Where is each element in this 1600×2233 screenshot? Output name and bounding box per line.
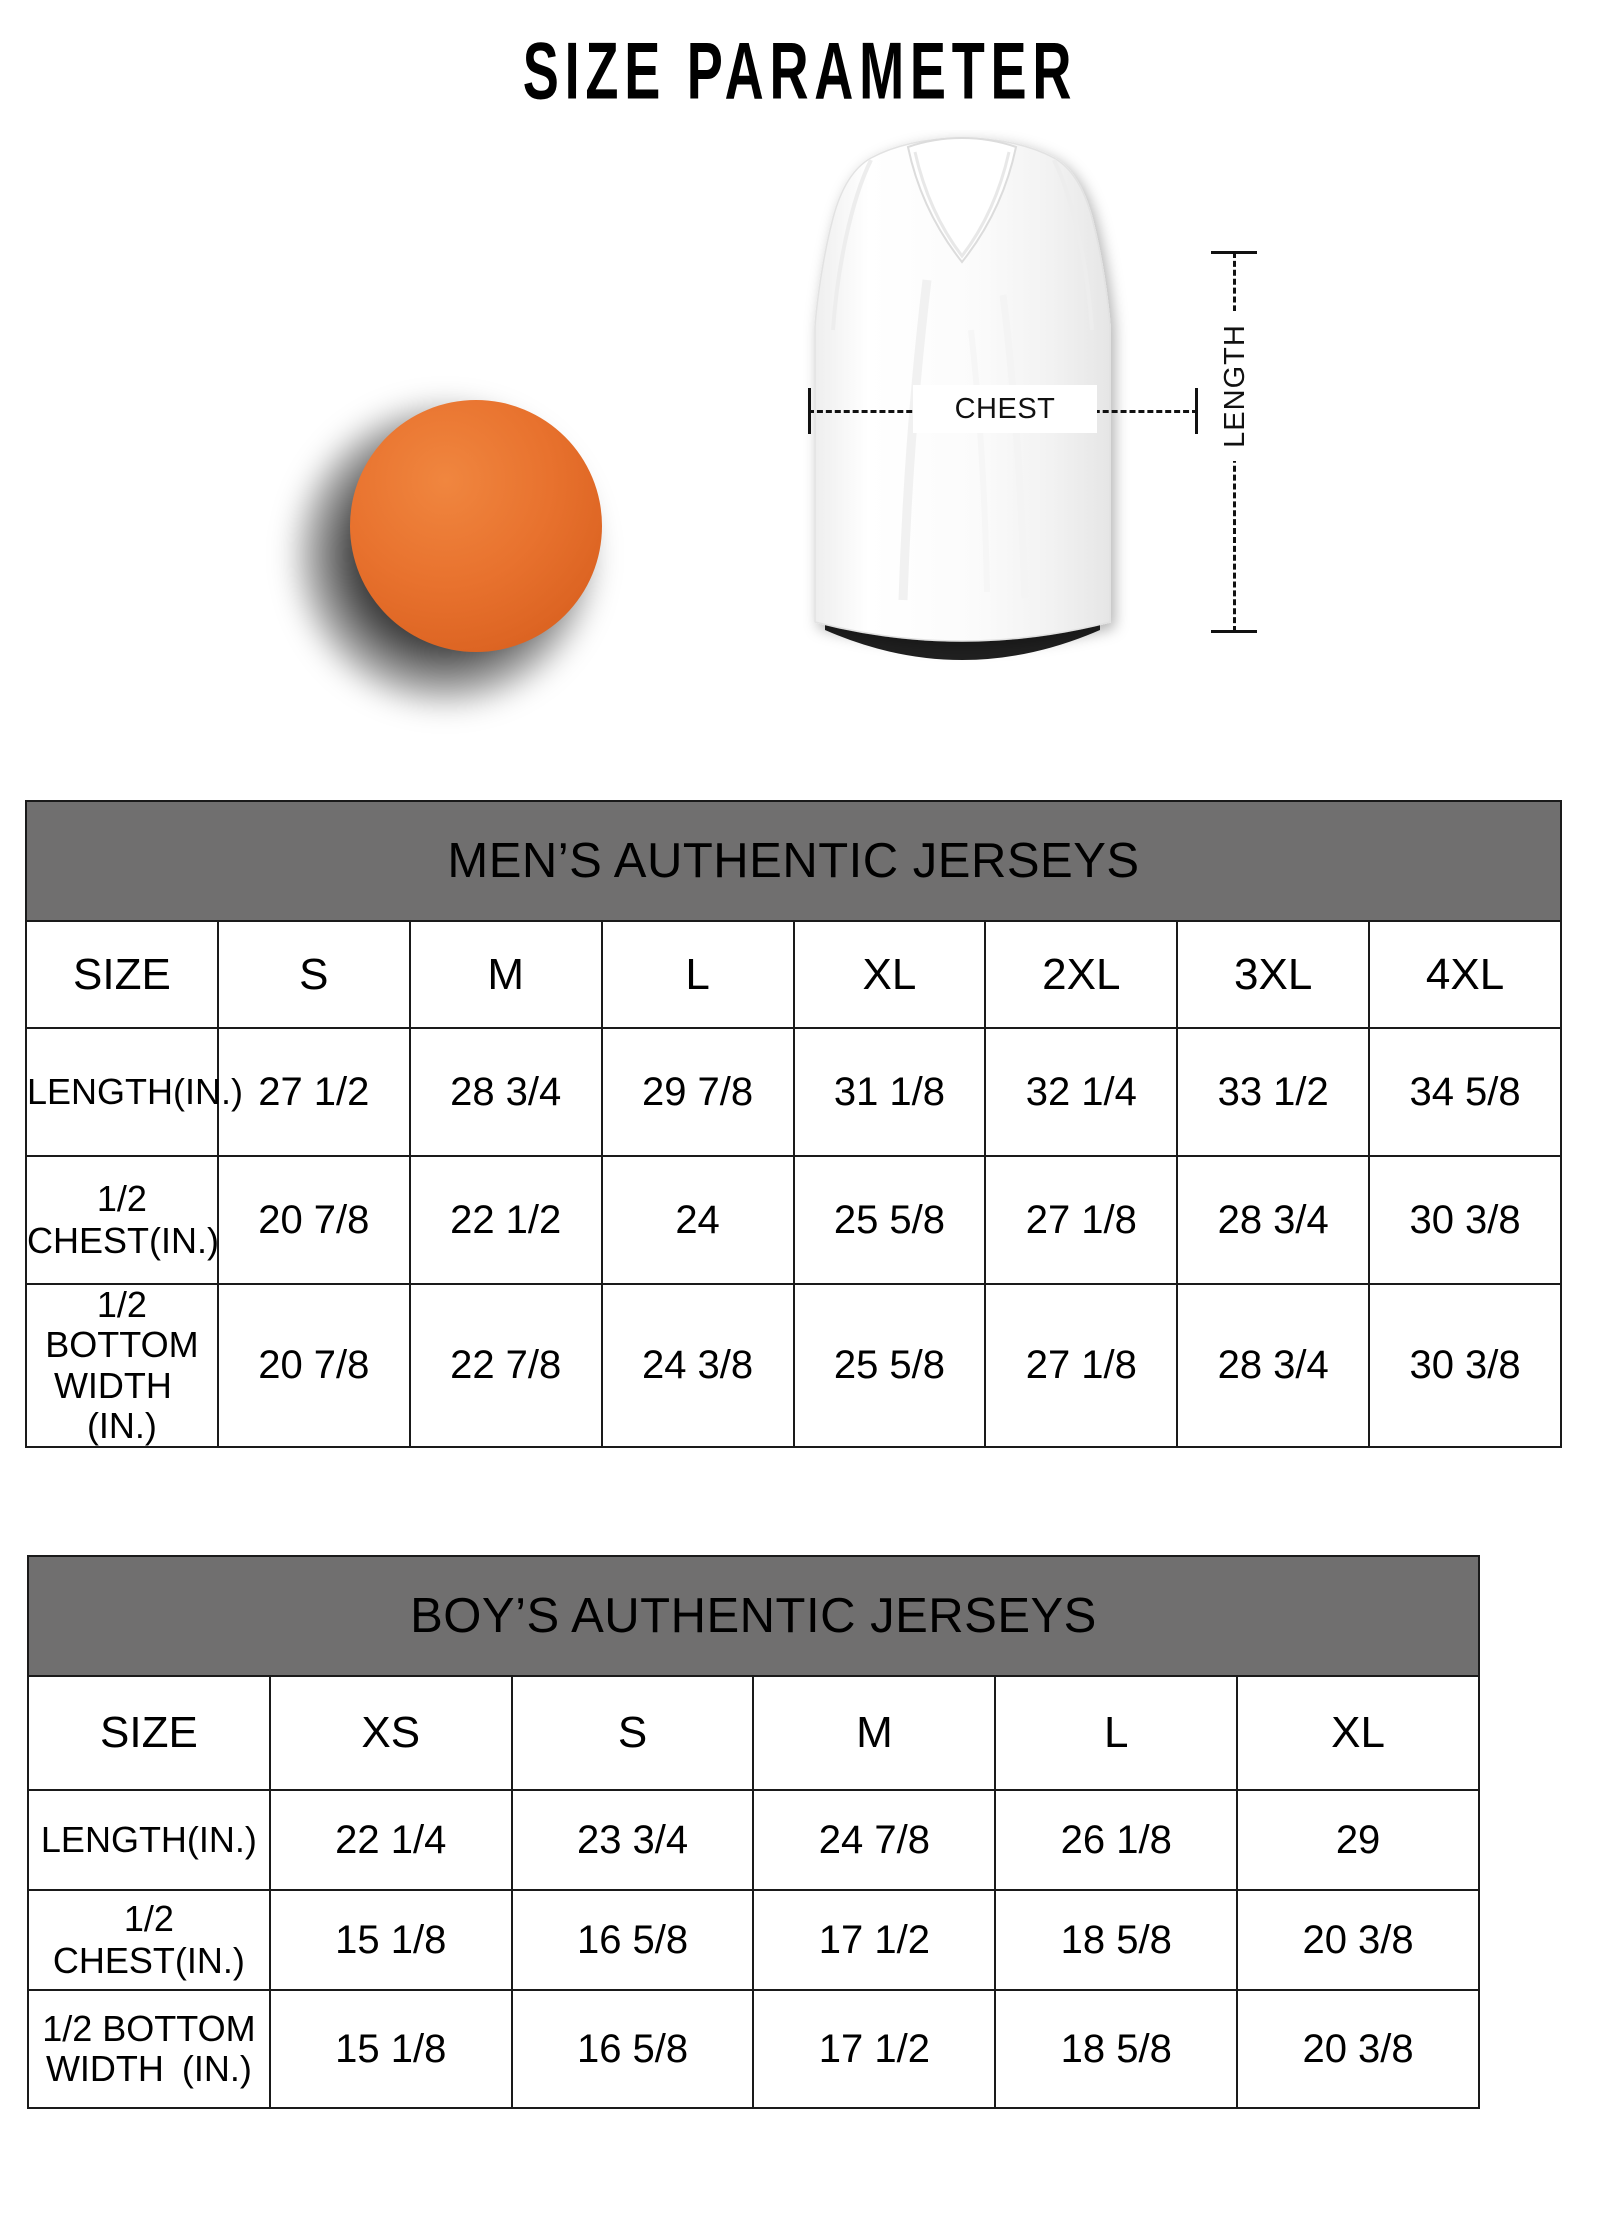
boys-header-m: M [752,1675,997,1791]
table-row: 1/2 CHEST(IN.) 20 7/8 22 1/2 24 25 5/8 2… [25,1155,1562,1285]
chest-label: CHEST [913,385,1097,433]
boys-header-xl: XL [1236,1675,1480,1791]
mens-length-4xl: 34 5/8 [1368,1027,1562,1157]
mens-bottom-4xl: 30 3/8 [1368,1282,1562,1449]
table-header-row: SIZE XS S M L XL [27,1675,1480,1791]
table-banner-row: MEN’S AUTHENTIC JERSEYS [25,800,1562,922]
mens-bottom-l: 24 3/8 [600,1282,795,1449]
mens-chest-3xl: 28 3/4 [1176,1155,1371,1285]
mens-header-xl: XL [792,920,987,1029]
basketball-ball [350,400,602,652]
boys-length-l: 26 1/8 [994,1789,1239,1891]
basketball-icon [295,395,650,715]
boys-chest-s: 16 5/8 [510,1889,755,1991]
length-tick-top [1211,251,1257,254]
mens-header-l: L [600,920,795,1029]
boys-header-l: L [994,1675,1239,1791]
boys-header-s: S [510,1675,755,1791]
mens-length-2xl: 32 1/4 [984,1027,1179,1157]
length-label: LENGTH [1214,311,1256,461]
boys-bottom-l: 18 5/8 [994,1989,1239,2109]
boys-length-m: 24 7/8 [752,1789,997,1891]
mens-header-m: M [408,920,603,1029]
mens-row-label-length: LENGTH(IN.) [25,1027,243,1157]
mens-length-l: 29 7/8 [600,1027,795,1157]
mens-bottom-2xl: 27 1/8 [984,1282,1179,1449]
boys-bottom-s: 16 5/8 [510,1989,755,2109]
table-header-row: SIZE S M L XL 2XL 3XL 4XL [25,920,1562,1029]
mens-chest-2xl: 27 1/8 [984,1155,1179,1285]
table-row: LENGTH(IN.) 27 1/2 28 3/4 29 7/8 31 1/8 … [25,1027,1562,1157]
boys-bottom-xs: 15 1/8 [268,1989,513,2109]
chest-tick-left [808,388,811,434]
boys-row-label-bottom-width: 1/2 BOTTOM WIDTH (IN.) [27,1989,271,2109]
mens-bottom-xl: 25 5/8 [792,1282,987,1449]
mens-chest-s: 20 7/8 [216,1155,411,1285]
boys-row-label-bottom-width-line1: 1/2 BOTTOM [42,2007,256,2049]
boys-bottom-xl: 20 3/8 [1236,1989,1480,2109]
mens-header-s: S [216,920,411,1029]
boys-length-xs: 22 1/4 [268,1789,513,1891]
boys-length-s: 23 3/4 [510,1789,755,1891]
mens-row-label-bottom-width-line2: WIDTH (IN.) [53,1364,190,1446]
boys-size-table: BOY’S AUTHENTIC JERSEYS SIZE XS S M L XL… [27,1555,1480,2109]
mens-row-label-bottom-width-line1: 1/2 BOTTOM [45,1284,199,1366]
mens-length-m: 28 3/4 [408,1027,603,1157]
basketball-seam-vertical [445,400,502,652]
mens-length-s: 27 1/2 [216,1027,411,1157]
chest-tick-right [1195,388,1198,434]
boys-chest-m: 17 1/2 [752,1889,997,1991]
boys-length-xl: 29 [1236,1789,1480,1891]
boys-table-banner: BOY’S AUTHENTIC JERSEYS [27,1555,1480,1677]
boys-row-label-chest: 1/2 CHEST(IN.) [27,1889,271,1991]
length-tick-bottom [1211,630,1257,633]
table-row: LENGTH(IN.) 22 1/4 23 3/4 24 7/8 26 1/8 … [27,1789,1480,1891]
basketball-seam-horizontal [350,495,602,552]
table-row: 1/2 BOTTOM WIDTH (IN.) 15 1/8 16 5/8 17 … [27,1989,1480,2109]
mens-header-size: SIZE [25,920,219,1029]
mens-table-banner: MEN’S AUTHENTIC JERSEYS [25,800,1562,922]
mens-header-4xl: 4XL [1368,920,1562,1029]
boys-chest-l: 18 5/8 [994,1889,1239,1991]
boys-chest-xl: 20 3/8 [1236,1889,1480,1991]
mens-length-xl: 31 1/8 [792,1027,987,1157]
mens-header-3xl: 3XL [1176,920,1371,1029]
boys-header-xs: XS [268,1675,513,1791]
mens-chest-l: 24 [600,1155,795,1285]
mens-header-2xl: 2XL [984,920,1179,1029]
mens-row-label-chest: 1/2 CHEST(IN.) [25,1155,219,1285]
boys-bottom-m: 17 1/2 [752,1989,997,2109]
illustration-band: CHEST LENGTH [0,120,1600,770]
mens-bottom-m: 22 7/8 [408,1282,603,1449]
table-banner-row: BOY’S AUTHENTIC JERSEYS [27,1555,1480,1677]
boys-row-label-length: LENGTH(IN.) [27,1789,271,1891]
mens-chest-4xl: 30 3/8 [1368,1155,1562,1285]
mens-chest-m: 22 1/2 [408,1155,603,1285]
mens-row-label-bottom-width: 1/2 BOTTOM WIDTH (IN.) [25,1282,219,1449]
table-row: 1/2 CHEST(IN.) 15 1/8 16 5/8 17 1/2 18 5… [27,1889,1480,1991]
mens-bottom-s: 20 7/8 [216,1282,411,1449]
boys-header-size: SIZE [27,1675,271,1791]
mens-length-3xl: 33 1/2 [1176,1027,1371,1157]
mens-size-table: MEN’S AUTHENTIC JERSEYS SIZE S M L XL 2X… [25,800,1562,1449]
boys-chest-xs: 15 1/8 [268,1889,513,1991]
table-row: 1/2 BOTTOM WIDTH (IN.) 20 7/8 22 7/8 24 … [25,1282,1562,1449]
mens-chest-xl: 25 5/8 [792,1155,987,1285]
boys-row-label-bottom-width-line2: WIDTH (IN.) [45,2048,252,2089]
mens-bottom-3xl: 28 3/4 [1176,1282,1371,1449]
page-title: SIZE PARAMETER [522,25,1078,116]
